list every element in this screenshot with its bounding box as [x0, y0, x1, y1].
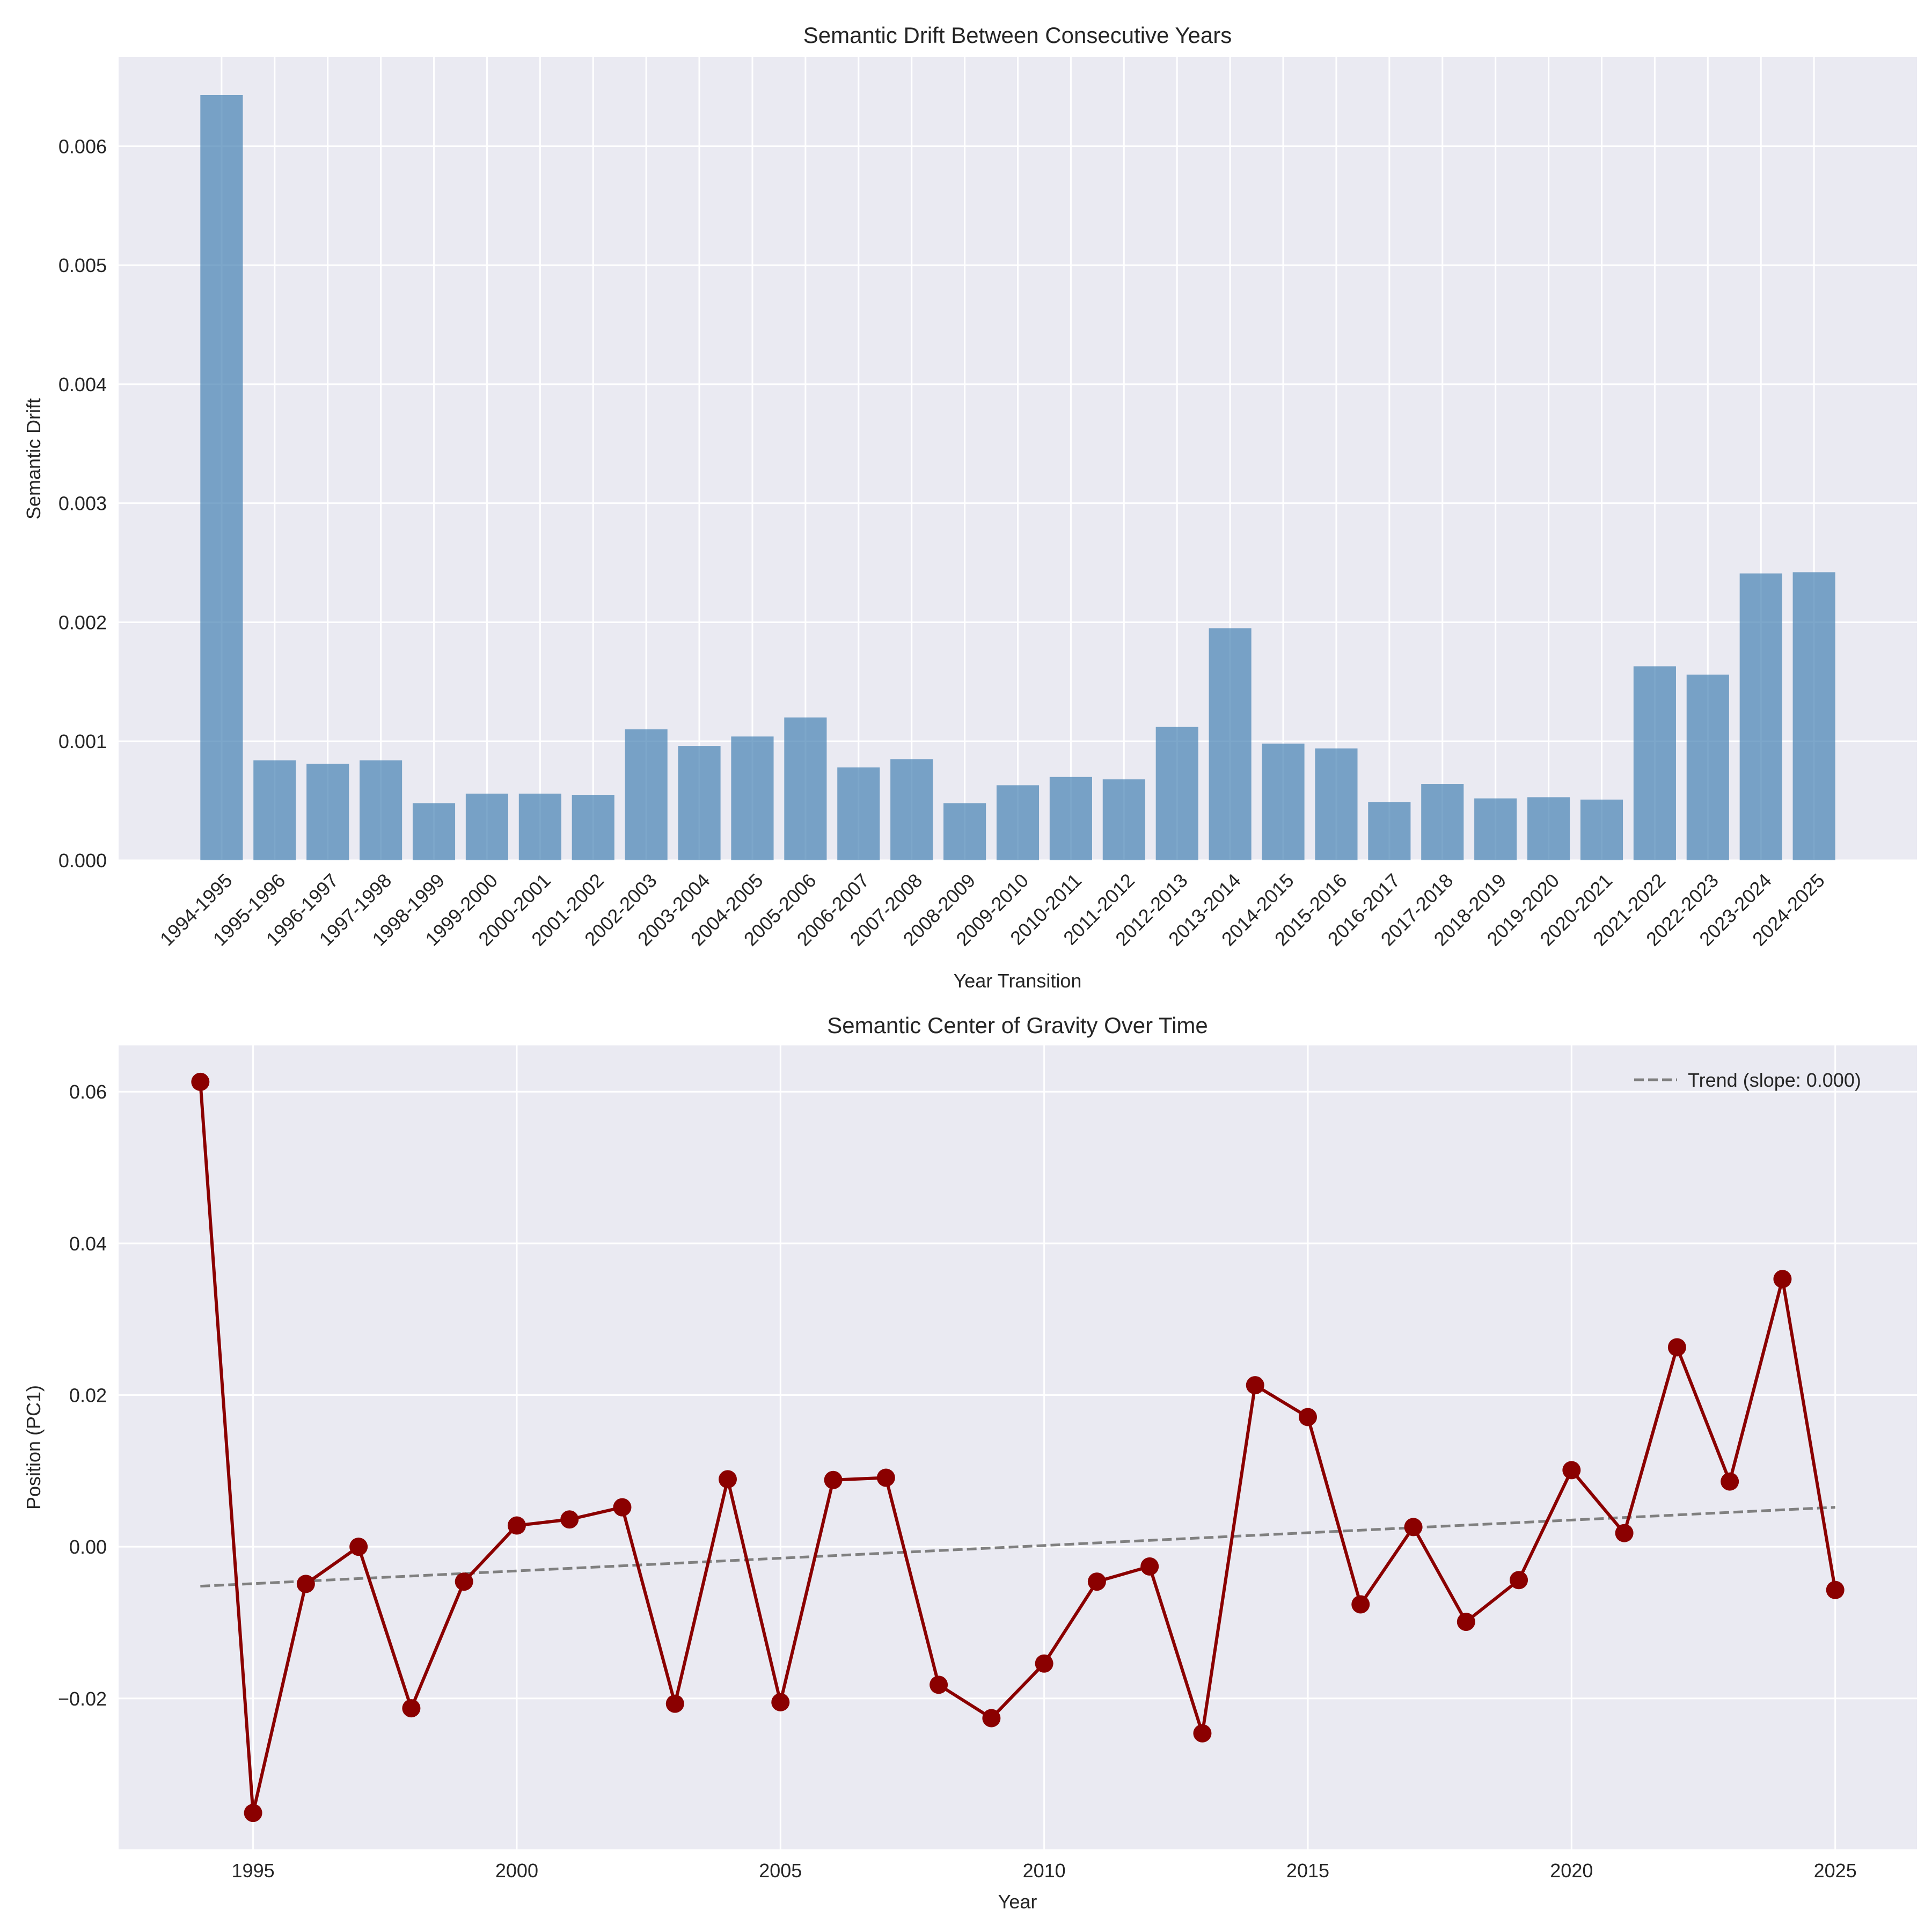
- bottom-series: [191, 1072, 1845, 1823]
- point-1997: [349, 1538, 368, 1556]
- bar-2012-2013: [1155, 727, 1198, 860]
- bar-2017-2018: [1421, 784, 1464, 860]
- point-1998: [402, 1699, 421, 1718]
- point-2009: [982, 1709, 1001, 1728]
- point-2001: [560, 1510, 579, 1529]
- point-2005: [771, 1693, 790, 1711]
- bottom-plot-area: [119, 1045, 1917, 1849]
- bottom-grid: [119, 1045, 1917, 1849]
- bar-2003-2004: [678, 746, 721, 860]
- bottom-chart-title: Semantic Center of Gravity Over Time: [827, 1013, 1208, 1038]
- bar-2004-2005: [731, 736, 774, 860]
- bar-2007-2008: [890, 759, 933, 860]
- top-y-tick-label: 0.006: [58, 135, 107, 157]
- bottom-x-tick-label: 2000: [495, 1860, 538, 1882]
- point-2017: [1404, 1518, 1423, 1536]
- bar-2015-2016: [1315, 748, 1358, 860]
- bottom-y-tick-label: 0.00: [69, 1536, 107, 1558]
- bar-2021-2022: [1633, 666, 1676, 860]
- top-y-tick-label: 0.005: [58, 254, 107, 276]
- point-2014: [1246, 1376, 1264, 1395]
- bar-1994-1995: [200, 94, 243, 861]
- bar-2001-2002: [572, 795, 614, 860]
- bottom-x-tick-label: 2015: [1286, 1860, 1329, 1882]
- bar-2020-2021: [1580, 799, 1623, 860]
- bottom-y-tick-label: −0.02: [58, 1688, 107, 1710]
- point-2002: [613, 1498, 632, 1517]
- top-y-tick-label: 0.001: [58, 730, 107, 752]
- bar-2000-2001: [518, 793, 561, 860]
- top-y-tick-label: 0.003: [58, 493, 107, 515]
- point-2004: [719, 1470, 737, 1489]
- point-2012: [1140, 1557, 1159, 1576]
- top-bars: [200, 94, 1835, 861]
- top-y-tick-label: 0.004: [58, 374, 107, 396]
- point-1999: [455, 1572, 473, 1591]
- point-2023: [1721, 1472, 1739, 1491]
- point-2000: [507, 1516, 526, 1535]
- bottom-x-tick-label: 2010: [1023, 1860, 1066, 1882]
- bottom-x-axis-label: Year: [998, 1891, 1037, 1913]
- bar-2014-2015: [1262, 743, 1305, 860]
- point-2022: [1667, 1338, 1686, 1357]
- bottom-y-tick-label: 0.02: [69, 1384, 107, 1406]
- point-2007: [876, 1468, 895, 1487]
- bar-2008-2009: [943, 803, 986, 860]
- bar-2002-2003: [625, 729, 668, 860]
- bottom-y-axis-label: Position (PC1): [23, 1385, 45, 1510]
- bottom-y-tick-label: 0.04: [69, 1233, 107, 1255]
- position-line: [199, 1081, 1837, 1815]
- bar-2024-2025: [1792, 572, 1835, 860]
- bar-2006-2007: [837, 767, 880, 860]
- bar-2022-2023: [1686, 675, 1729, 860]
- point-2013: [1193, 1724, 1212, 1743]
- point-1995: [244, 1804, 262, 1823]
- top-chart-title: Semantic Drift Between Consecutive Years: [803, 23, 1232, 48]
- bar-2010-2011: [1049, 777, 1092, 860]
- bottom-x-tick-label: 2020: [1550, 1860, 1593, 1882]
- legend: Trend (slope: 0.000): [1634, 1069, 1861, 1091]
- point-1994: [191, 1072, 210, 1091]
- point-2021: [1615, 1524, 1634, 1542]
- bar-1996-1997: [306, 764, 349, 860]
- point-2008: [930, 1675, 948, 1694]
- point-2018: [1457, 1613, 1475, 1631]
- bar-2009-2010: [996, 785, 1040, 860]
- bottom-x-tick-label: 1995: [232, 1860, 275, 1882]
- bar-1995-1996: [253, 760, 296, 860]
- bar-1999-2000: [465, 793, 508, 860]
- legend-trend-label: Trend (slope: 0.000): [1688, 1069, 1861, 1091]
- point-2003: [665, 1694, 684, 1713]
- bar-1998-1999: [412, 803, 456, 860]
- top-x-axis-label: Year Transition: [954, 970, 1082, 992]
- point-2015: [1298, 1408, 1317, 1426]
- bar-1997-1998: [360, 760, 402, 860]
- bar-2018-2019: [1474, 798, 1517, 860]
- bar-2005-2006: [784, 717, 827, 860]
- point-2020: [1562, 1461, 1581, 1480]
- point-2019: [1510, 1571, 1528, 1590]
- point-2006: [824, 1470, 843, 1489]
- bottom-y-tick-label: 0.06: [69, 1081, 107, 1103]
- bar-2016-2017: [1368, 802, 1411, 860]
- point-2016: [1351, 1595, 1370, 1614]
- top-y-tick-label: 0.002: [58, 611, 107, 633]
- top-y-tick-label: 0.000: [58, 850, 107, 872]
- point-1996: [296, 1575, 315, 1593]
- point-2010: [1035, 1654, 1053, 1673]
- point-2024: [1773, 1270, 1792, 1289]
- bar-2013-2014: [1209, 628, 1252, 860]
- bottom-x-tick-label: 2025: [1814, 1860, 1857, 1882]
- bar-2011-2012: [1102, 779, 1145, 860]
- bar-2019-2020: [1527, 797, 1570, 860]
- top-y-axis-label: Semantic Drift: [23, 398, 45, 519]
- bottom-x-tick-label: 2005: [759, 1860, 802, 1882]
- point-2025: [1826, 1580, 1845, 1599]
- bottom-ticks: −0.02 0.00 0.02 0.04 0.06 1995 2000 2005 2010 201…: [58, 1081, 1857, 1882]
- point-2011: [1087, 1572, 1106, 1591]
- bar-2023-2024: [1739, 573, 1782, 860]
